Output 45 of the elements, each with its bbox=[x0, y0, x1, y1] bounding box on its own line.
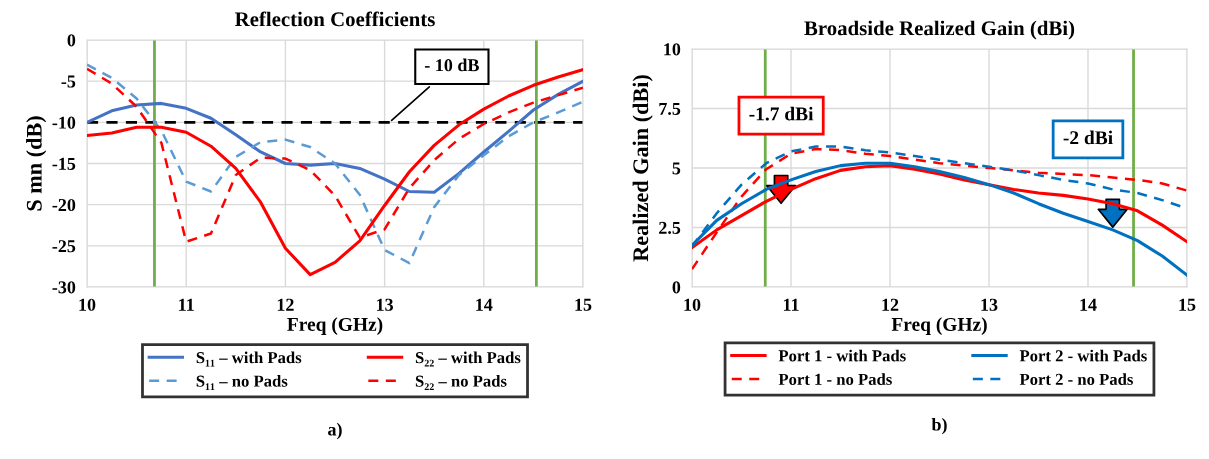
x-tick-label: 11 bbox=[179, 298, 194, 311]
line-series bbox=[692, 147, 1187, 271]
x-axis-title: Freq (GHz) bbox=[287, 317, 383, 335]
legend-label: S₁₁ – with Pads bbox=[196, 351, 302, 367]
x-tick-label: 13 bbox=[377, 298, 394, 311]
x-tick-label: 10 bbox=[684, 298, 701, 311]
y-tick-label: 0 bbox=[67, 34, 76, 47]
x-tick-label: 12 bbox=[277, 298, 294, 311]
y-tick-label: 10 bbox=[664, 43, 681, 56]
line-series bbox=[87, 79, 583, 194]
y-tick-label: -20 bbox=[52, 198, 76, 212]
y-tick-label: 0 bbox=[672, 281, 681, 294]
y-tick-label: -30 bbox=[52, 281, 76, 294]
y-axis-title: S mn (dB) bbox=[26, 116, 47, 211]
legend-label: Port 2 - no Pads bbox=[1019, 373, 1133, 385]
x-tick-label: 10 bbox=[79, 298, 96, 311]
y-tick-label: -5 bbox=[61, 75, 76, 88]
y-tick-label: 2.5 bbox=[659, 221, 681, 235]
chart-title: Broadside Realized Gain (dBi) bbox=[804, 20, 1075, 40]
x-tick-label: 11 bbox=[783, 298, 799, 311]
x-tick-label: 12 bbox=[882, 298, 899, 311]
y-axis-title: Realized Gain (dBi) bbox=[632, 75, 653, 262]
y-tick-label: -10 bbox=[52, 116, 76, 129]
annotation: -1.7 dBi bbox=[749, 106, 814, 121]
x-tick-label: 14 bbox=[1080, 298, 1097, 311]
legend-label: Port 1 - with Pads bbox=[778, 349, 906, 362]
x-axis-title: Freq (GHz) bbox=[891, 317, 987, 335]
x-tick-label: 15 bbox=[575, 298, 592, 311]
x-tick-label: 15 bbox=[1179, 298, 1196, 311]
text: a) bbox=[328, 422, 342, 440]
x-tick-label: 13 bbox=[981, 298, 998, 311]
legend-label: Port 1 - no Pads bbox=[778, 373, 892, 385]
chart-title: Reflection Coefficients bbox=[234, 11, 435, 27]
ref-line-label: - 10 dB bbox=[424, 58, 479, 72]
y-tick-label: -15 bbox=[52, 157, 76, 170]
y-tick-label: -25 bbox=[52, 240, 76, 253]
legend-label: S₁₁ – no Pads bbox=[196, 375, 288, 390]
annotation: -2 dBi bbox=[1063, 130, 1113, 145]
text: b) bbox=[931, 417, 947, 435]
y-tick-label: 5 bbox=[672, 162, 681, 175]
y-tick-label: 7.5 bbox=[659, 102, 681, 116]
legend-label: Port 2 - with Pads bbox=[1019, 349, 1147, 362]
x-tick-label: 14 bbox=[476, 298, 493, 311]
legend-label: S₂₂ – no Pads bbox=[415, 375, 507, 390]
legend-label: S₂₂ – with Pads bbox=[415, 351, 521, 367]
